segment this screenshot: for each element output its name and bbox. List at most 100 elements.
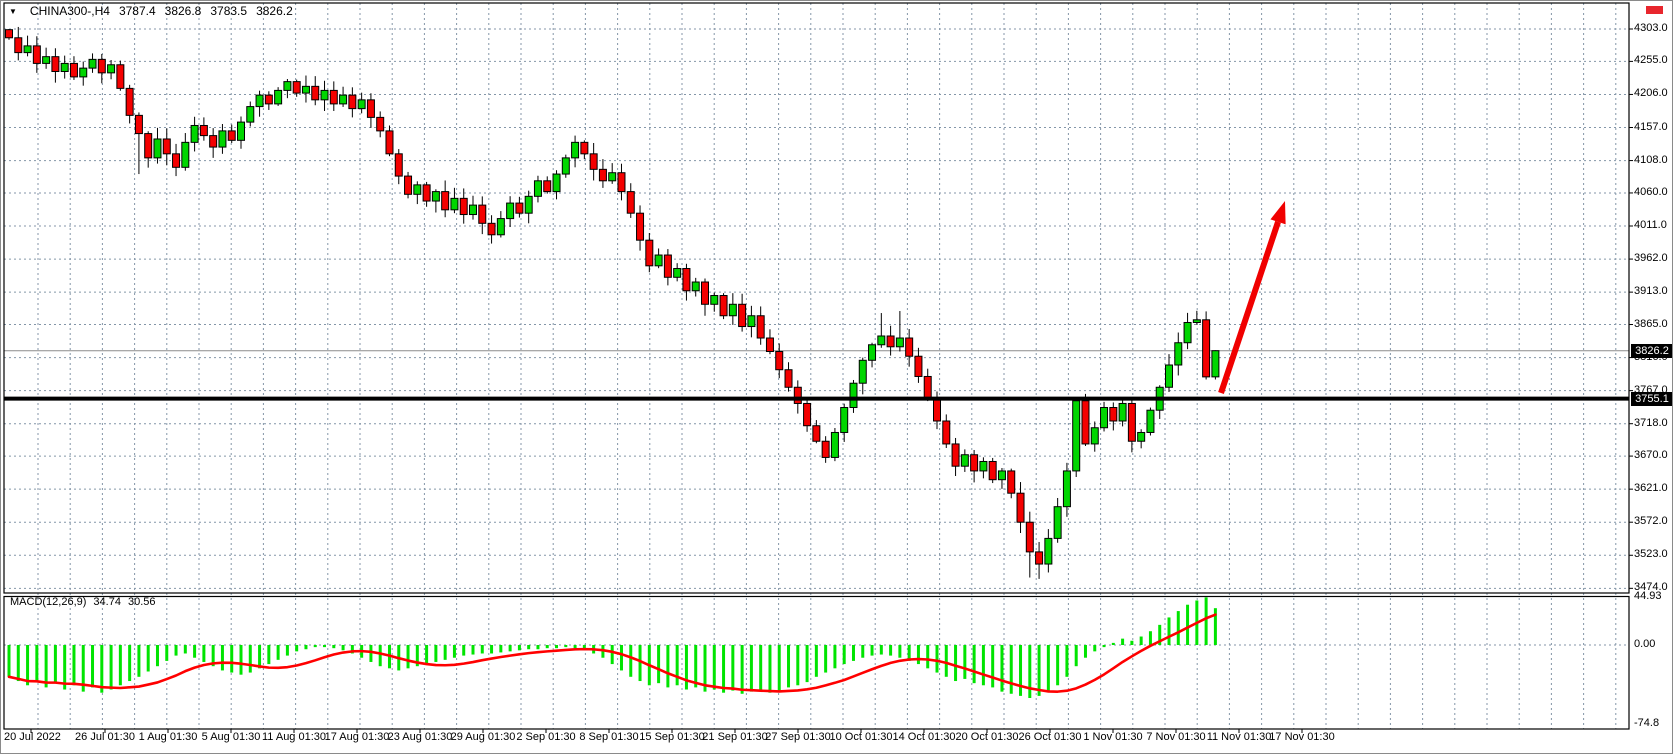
candlestick: [134, 114, 143, 135]
macd-bar: [155, 645, 159, 667]
macd-bar: [7, 645, 11, 677]
macd-bar: [879, 645, 883, 655]
time-tick-label: 2 Sep 01:30: [516, 731, 576, 743]
macd-bar: [508, 645, 512, 652]
symbol-dropdown-icon[interactable]: ▼: [9, 6, 17, 16]
macd-bar: [276, 645, 280, 660]
candlestick: [404, 175, 413, 195]
macd-bar: [1167, 617, 1171, 645]
price-tick-label: 4011.0: [1634, 219, 1667, 231]
macd-bar: [220, 645, 224, 671]
candlestick: [840, 407, 849, 433]
macd-bar: [183, 645, 187, 654]
candlestick: [1100, 407, 1109, 429]
candlestick: [274, 89, 283, 105]
macd-bar: [193, 645, 197, 658]
candlestick: [292, 81, 301, 94]
candlestick: [320, 89, 329, 101]
indicator-macd-value: 34.74: [93, 596, 121, 608]
macd-bar: [657, 645, 661, 684]
macd-bar: [1139, 636, 1143, 645]
macd-bar: [415, 645, 419, 667]
macd-bar: [63, 645, 67, 690]
candlestick: [988, 460, 997, 481]
candlestick: [329, 89, 338, 105]
macd-bar: [694, 645, 698, 688]
candlestick: [1137, 431, 1146, 442]
macd-bar: [490, 645, 494, 654]
candlestick: [1025, 521, 1034, 553]
macd-bar: [870, 645, 874, 656]
hline-price-badge: 3755.1: [1631, 392, 1672, 406]
candlestick: [283, 81, 292, 91]
macd-bar: [722, 645, 726, 693]
candlestick: [422, 184, 431, 202]
candlestick: [366, 99, 375, 118]
candlestick: [1211, 350, 1220, 378]
macd-bar: [480, 645, 484, 654]
macd-bar: [564, 645, 568, 648]
macd-bar: [1121, 638, 1125, 645]
macd-bar: [610, 645, 614, 665]
time-tick-label: 21 Sep 01:30: [702, 731, 768, 743]
macd-bar: [443, 645, 447, 660]
macd-bar: [174, 645, 178, 656]
candlestick: [886, 335, 895, 348]
macd-bar: [267, 645, 271, 665]
macd-bar: [527, 645, 531, 650]
candlestick: [459, 197, 468, 216]
candlestick: [784, 369, 793, 388]
time-tick-label: 17 Nov 01:30: [1269, 731, 1335, 743]
macd-bar: [26, 645, 30, 686]
candlestick: [598, 168, 607, 182]
candlestick: [60, 62, 69, 73]
candlestick: [199, 124, 208, 137]
price-tick-label: 3865.0: [1634, 317, 1668, 330]
candlestick: [663, 254, 672, 278]
candlestick: [738, 303, 747, 328]
ohlc-open: 3787.4: [118, 4, 156, 18]
macd-bar: [165, 645, 169, 661]
candlestick: [756, 315, 765, 339]
candlestick: [645, 239, 654, 267]
macd-bar: [666, 645, 670, 688]
candlestick: [608, 172, 617, 182]
candlestick: [515, 202, 524, 214]
time-tick-label: 20 Oct 01:30: [955, 731, 1019, 743]
time-tick-label: 17 Aug 01:30: [324, 731, 390, 743]
price-tick-label: 4206.0: [1634, 87, 1668, 100]
price-tick-label: 3670.0: [1634, 449, 1668, 462]
macd-bar: [740, 645, 744, 694]
macd-bar: [1186, 604, 1190, 645]
macd-bar: [1158, 624, 1162, 645]
macd-bar: [749, 645, 753, 692]
macd-bar: [768, 645, 772, 693]
macd-bar: [805, 645, 809, 683]
candlestick: [51, 56, 60, 73]
candlestick: [190, 124, 199, 143]
macd-bar: [898, 645, 902, 658]
candlestick: [1007, 470, 1016, 494]
price-tick-label: 3621.0: [1634, 482, 1668, 495]
candlestick: [1062, 470, 1071, 508]
macd-bar: [16, 645, 20, 682]
candlestick: [14, 37, 23, 54]
candlestick: [626, 191, 635, 214]
time-axis[interactable]: 20 Jul 2022 26 Jul 01:30 1 Aug 01:30 5 Aug …: [1, 731, 1672, 747]
candlestick: [107, 64, 116, 74]
candlestick: [1072, 400, 1081, 472]
price-axis[interactable]: 4303.0 4255.0 4206.0 4157.0 4108.0 4060.0 4011…: [1630, 1, 1672, 593]
ohlc-low: 3783.5: [210, 4, 248, 18]
macd-bar: [1176, 611, 1180, 645]
time-tick-label: 5 Aug 01:30: [201, 731, 261, 743]
indicator-label: MACD(12,26,9) 34.74 30.56: [10, 596, 155, 608]
macd-bar: [675, 645, 679, 686]
candlestick: [42, 56, 51, 64]
macd-bar: [935, 645, 939, 673]
macd-bar: [44, 645, 48, 688]
macd-bar: [499, 645, 503, 653]
candlestick: [246, 106, 255, 123]
candlestick: [701, 281, 709, 305]
